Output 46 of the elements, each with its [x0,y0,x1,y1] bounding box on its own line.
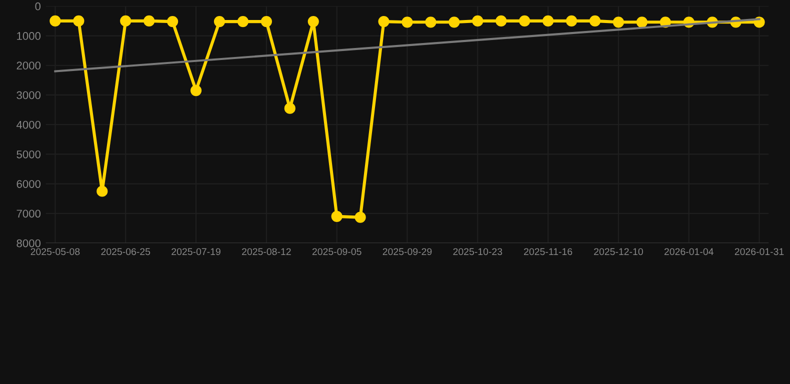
x-tick-label: 2025-08-12 [242,248,291,256]
y-tick-label: 1000 [17,32,41,40]
point [402,16,413,28]
point [214,16,226,28]
point [612,16,624,28]
point [50,15,61,27]
point [425,16,436,28]
point [190,84,202,96]
x-tick-label: 2025-12-10 [594,248,643,256]
point [519,15,530,27]
point [237,16,249,28]
point [354,212,366,223]
x-tick-label: 2025-06-25 [101,248,150,256]
point [566,15,578,27]
y-tick-label: 0 [35,2,41,10]
x-tick-label: 2025-07-19 [172,248,220,256]
y-tick-label: 4000 [16,120,41,129]
point [96,186,108,197]
point [284,102,296,114]
point [378,16,390,28]
point [496,15,507,27]
point [472,15,484,27]
x-tick-label: 2025-09-29 [382,248,432,256]
x-tick-label: 2026-01-31 [734,248,784,256]
y-tick-label: 5000 [16,150,41,158]
x-tick-label: 2025-09-05 [312,248,362,256]
point [308,16,319,28]
point [144,15,155,27]
point [589,15,601,27]
point [448,16,460,28]
point [260,16,272,28]
point [120,15,132,27]
y-tick-label: 3000 [16,91,41,100]
y-tick-label: 8000 [16,239,41,248]
point [542,15,554,27]
y-tick-label: 6000 [16,180,41,188]
point [331,210,342,222]
x-tick-label: 2025-10-23 [453,248,502,256]
point [166,16,178,28]
y-tick-label: 2000 [16,62,41,70]
y-tick-label: 7000 [16,210,41,218]
x-tick-label: 2026-01-04 [664,248,714,256]
point [73,15,84,27]
x-tick-label: 2025-05-08 [30,248,80,256]
x-tick-label: 2025-11-16 [524,248,572,256]
point [636,16,648,28]
